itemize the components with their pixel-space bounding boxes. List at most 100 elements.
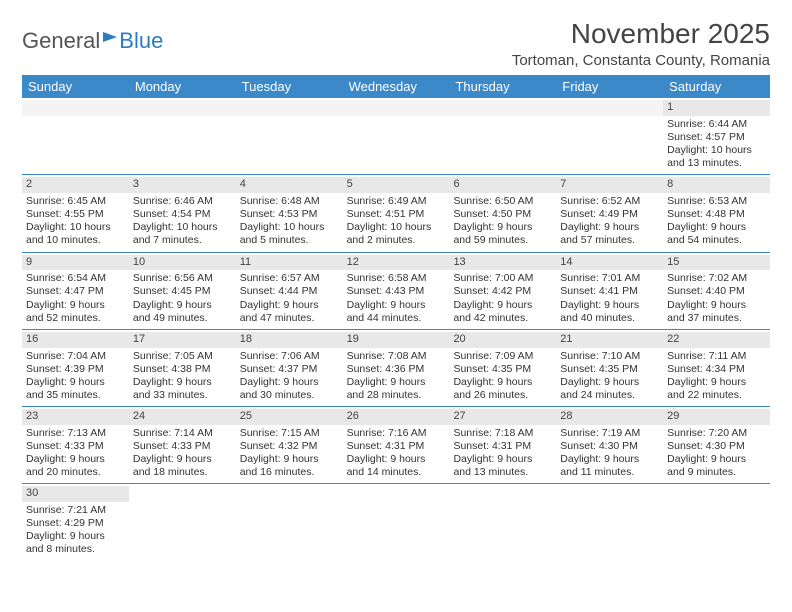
day-number: 30 [22,486,129,502]
daylight-line: Daylight: 9 hours and 13 minutes. [453,453,552,479]
daylight-line: Daylight: 10 hours and 5 minutes. [240,221,339,247]
sunrise-line: Sunrise: 7:02 AM [667,272,766,285]
day-cell [343,98,450,174]
sunset-line: Sunset: 4:54 PM [133,208,232,221]
day-cell [129,98,236,174]
daylight-line: Daylight: 9 hours and 54 minutes. [667,221,766,247]
sunset-line: Sunset: 4:50 PM [453,208,552,221]
day-cell [449,484,556,560]
day-cell: 25Sunrise: 7:15 AMSunset: 4:32 PMDayligh… [236,407,343,483]
day-header: Wednesday [343,75,450,98]
daylight-line: Daylight: 10 hours and 2 minutes. [347,221,446,247]
sunrise-line: Sunrise: 7:19 AM [560,427,659,440]
sunset-line: Sunset: 4:36 PM [347,363,446,376]
day-number: 28 [556,409,663,425]
sunrise-line: Sunrise: 7:11 AM [667,350,766,363]
sunset-line: Sunset: 4:29 PM [26,517,125,530]
sunset-line: Sunset: 4:53 PM [240,208,339,221]
sunset-line: Sunset: 4:40 PM [667,285,766,298]
sunrise-line: Sunrise: 7:20 AM [667,427,766,440]
sunset-line: Sunset: 4:55 PM [26,208,125,221]
day-number [22,100,129,116]
week-row: 2Sunrise: 6:45 AMSunset: 4:55 PMDaylight… [22,175,770,252]
day-number: 9 [22,255,129,271]
sunset-line: Sunset: 4:57 PM [667,131,766,144]
day-number [343,100,450,116]
day-cell: 15Sunrise: 7:02 AMSunset: 4:40 PMDayligh… [663,253,770,329]
daylight-line: Daylight: 9 hours and 44 minutes. [347,299,446,325]
day-number: 21 [556,332,663,348]
day-number: 3 [129,177,236,193]
sunset-line: Sunset: 4:30 PM [667,440,766,453]
calendar: Sunday Monday Tuesday Wednesday Thursday… [22,75,770,561]
sunset-line: Sunset: 4:33 PM [26,440,125,453]
sunrise-line: Sunrise: 6:53 AM [667,195,766,208]
day-number: 26 [343,409,450,425]
day-cell: 1Sunrise: 6:44 AMSunset: 4:57 PMDaylight… [663,98,770,174]
daylight-line: Daylight: 9 hours and 37 minutes. [667,299,766,325]
day-cell: 12Sunrise: 6:58 AMSunset: 4:43 PMDayligh… [343,253,450,329]
sunset-line: Sunset: 4:32 PM [240,440,339,453]
day-number: 15 [663,255,770,271]
day-cell: 27Sunrise: 7:18 AMSunset: 4:31 PMDayligh… [449,407,556,483]
sunrise-line: Sunrise: 7:15 AM [240,427,339,440]
sunrise-line: Sunrise: 7:05 AM [133,350,232,363]
page-header: General Blue November 2025 Tortoman, Cons… [22,18,770,69]
day-cell: 7Sunrise: 6:52 AMSunset: 4:49 PMDaylight… [556,175,663,251]
title-month: November 2025 [512,18,770,50]
day-header: Sunday [22,75,129,98]
sunrise-line: Sunrise: 7:01 AM [560,272,659,285]
sunset-line: Sunset: 4:49 PM [560,208,659,221]
day-cell: 9Sunrise: 6:54 AMSunset: 4:47 PMDaylight… [22,253,129,329]
day-number [129,100,236,116]
sunset-line: Sunset: 4:33 PM [133,440,232,453]
sunset-line: Sunset: 4:39 PM [26,363,125,376]
day-cell: 29Sunrise: 7:20 AMSunset: 4:30 PMDayligh… [663,407,770,483]
sunset-line: Sunset: 4:35 PM [453,363,552,376]
sunrise-line: Sunrise: 7:21 AM [26,504,125,517]
daylight-line: Daylight: 9 hours and 33 minutes. [133,376,232,402]
logo-text-part1: General [22,28,100,54]
day-number: 27 [449,409,556,425]
daylight-line: Daylight: 9 hours and 47 minutes. [240,299,339,325]
day-number: 24 [129,409,236,425]
day-cell [556,98,663,174]
day-cell: 24Sunrise: 7:14 AMSunset: 4:33 PMDayligh… [129,407,236,483]
day-cell: 16Sunrise: 7:04 AMSunset: 4:39 PMDayligh… [22,330,129,406]
daylight-line: Daylight: 9 hours and 14 minutes. [347,453,446,479]
logo-text-part2: Blue [119,28,163,54]
day-number: 29 [663,409,770,425]
day-header-row: Sunday Monday Tuesday Wednesday Thursday… [22,75,770,98]
day-number: 12 [343,255,450,271]
sunset-line: Sunset: 4:31 PM [347,440,446,453]
logo: General Blue [22,18,163,54]
day-number: 14 [556,255,663,271]
day-cell: 14Sunrise: 7:01 AMSunset: 4:41 PMDayligh… [556,253,663,329]
day-header: Tuesday [236,75,343,98]
day-cell: 20Sunrise: 7:09 AMSunset: 4:35 PMDayligh… [449,330,556,406]
sunrise-line: Sunrise: 6:58 AM [347,272,446,285]
calendar-page: General Blue November 2025 Tortoman, Cons… [0,0,792,579]
daylight-line: Daylight: 10 hours and 10 minutes. [26,221,125,247]
day-cell: 28Sunrise: 7:19 AMSunset: 4:30 PMDayligh… [556,407,663,483]
daylight-line: Daylight: 9 hours and 49 minutes. [133,299,232,325]
sunset-line: Sunset: 4:38 PM [133,363,232,376]
sunrise-line: Sunrise: 6:52 AM [560,195,659,208]
sunrise-line: Sunrise: 6:44 AM [667,118,766,131]
day-cell [129,484,236,560]
day-cell: 21Sunrise: 7:10 AMSunset: 4:35 PMDayligh… [556,330,663,406]
sunrise-line: Sunrise: 7:16 AM [347,427,446,440]
sunrise-line: Sunrise: 6:48 AM [240,195,339,208]
day-cell [236,484,343,560]
day-cell: 26 Sunrise: 7:16 AMSunset: 4:31 PMDayligh… [343,407,450,483]
day-cell [236,98,343,174]
week-row: 16Sunrise: 7:04 AMSunset: 4:39 PMDayligh… [22,330,770,407]
sunset-line: Sunset: 4:44 PM [240,285,339,298]
daylight-line: Daylight: 9 hours and 22 minutes. [667,376,766,402]
daylight-line: Daylight: 9 hours and 52 minutes. [26,299,125,325]
title-block: November 2025 Tortoman, Constanta County… [512,18,770,69]
sunrise-line: Sunrise: 7:09 AM [453,350,552,363]
daylight-line: Daylight: 9 hours and 8 minutes. [26,530,125,556]
day-number: 10 [129,255,236,271]
day-cell: 23Sunrise: 7:13 AMSunset: 4:33 PMDayligh… [22,407,129,483]
